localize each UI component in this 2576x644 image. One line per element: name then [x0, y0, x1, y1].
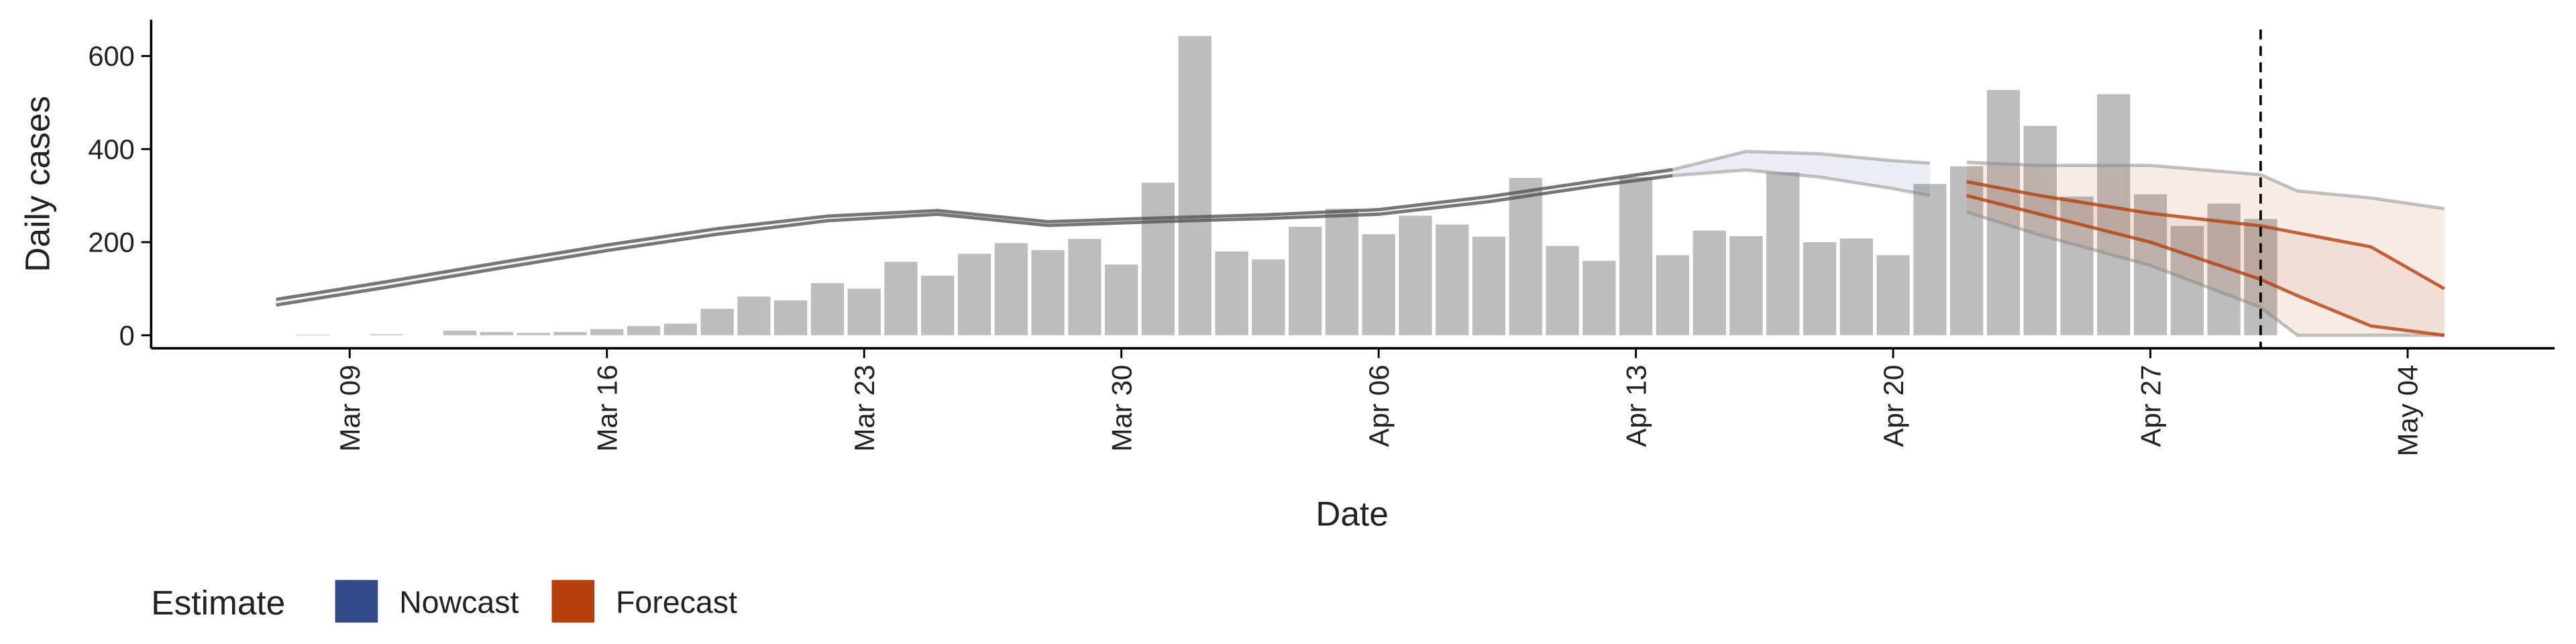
band-edge [276, 174, 1673, 307]
x-tick-label: Apr 27 [2135, 365, 2166, 447]
bar [737, 297, 771, 335]
bar [1178, 36, 1212, 335]
bar [663, 323, 697, 335]
y-tick-label: 600 [88, 40, 134, 72]
bar [1362, 234, 1395, 335]
bar [2097, 94, 2131, 335]
bar [443, 330, 477, 335]
bar [1509, 178, 1542, 335]
bar [1546, 246, 1579, 335]
band-edge [1966, 160, 2445, 211]
band-fill [1672, 151, 1930, 196]
y-tick-label: 200 [88, 227, 134, 258]
bar [590, 329, 624, 335]
bar [627, 325, 661, 335]
x-tick-label: Mar 23 [849, 365, 880, 452]
bar [1729, 235, 1763, 335]
bar [1986, 90, 2021, 335]
x-tick-label: Apr 20 [1878, 365, 1909, 447]
x-tick-label: Apr 06 [1363, 365, 1395, 447]
bar [1105, 264, 1138, 335]
bar [517, 333, 550, 335]
y-axis-title: Daily cases [17, 96, 56, 272]
bar [1876, 255, 1910, 335]
y-tick-label: 0 [119, 319, 135, 351]
bar [1950, 166, 1984, 335]
bar [700, 309, 734, 335]
bar [847, 288, 881, 335]
legend-label: Forecast [616, 584, 737, 619]
band-edge [1966, 180, 2446, 290]
bar [810, 283, 845, 335]
legend-title: Estimate [151, 583, 285, 622]
bar [884, 262, 918, 335]
y-tick-label: 400 [88, 133, 134, 165]
x-tick-label: Apr 13 [1620, 365, 1652, 447]
bar [957, 254, 991, 335]
bar [1288, 227, 1322, 335]
bar [1656, 255, 1690, 335]
bar [553, 331, 587, 335]
bar [1839, 238, 1873, 335]
bar [480, 331, 514, 335]
band-edge [276, 168, 1673, 301]
bar [1141, 182, 1175, 335]
band-edge [1966, 210, 2445, 337]
x-tick-label: Mar 30 [1106, 365, 1137, 452]
bar [921, 275, 955, 335]
bar [1215, 251, 1248, 335]
x-axis-title: Date [1316, 494, 1389, 533]
bar [994, 243, 1028, 335]
bar [1693, 230, 1726, 335]
bar [1619, 176, 1653, 335]
bar [1766, 172, 1800, 335]
bar [1803, 242, 1837, 335]
bar [1472, 236, 1506, 335]
bar [773, 300, 808, 335]
legend-swatch [335, 580, 378, 623]
band-fill [1966, 181, 2445, 335]
bar [370, 334, 403, 335]
band-fill [1966, 162, 2445, 335]
bar [1325, 209, 1359, 335]
x-tick-label: Mar 09 [334, 365, 366, 452]
bar [1252, 259, 1285, 335]
band-edge [1672, 150, 1931, 172]
x-tick-label: Mar 16 [591, 365, 623, 452]
bar [1436, 224, 1469, 335]
band-edge [1672, 168, 1931, 198]
bar [1399, 215, 1432, 335]
legend-swatch [551, 580, 595, 623]
legend-label: Nowcast [399, 584, 519, 619]
x-tick-label: May 04 [2392, 365, 2424, 457]
bar [1913, 184, 1947, 335]
bar [1031, 250, 1065, 335]
bar [1582, 260, 1616, 335]
bar [1068, 239, 1102, 335]
